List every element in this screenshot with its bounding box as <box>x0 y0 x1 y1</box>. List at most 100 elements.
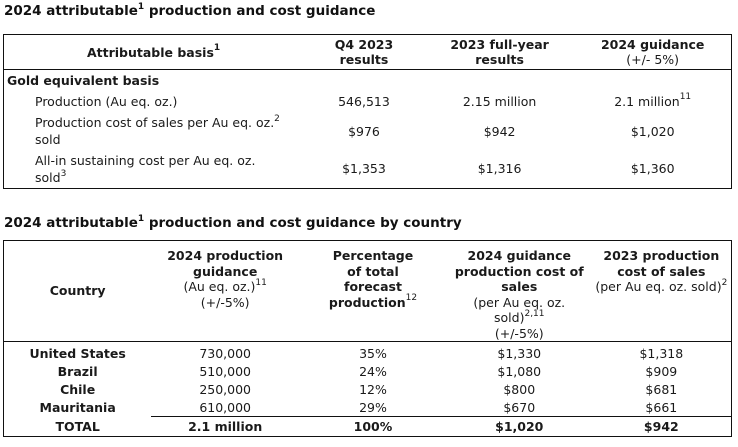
section-label: Gold equivalent basis <box>7 72 160 88</box>
label-text: Production cost of sales per Au eq. oz. <box>35 115 275 130</box>
country-guidance-title: 2024 attributable1 production and cost g… <box>4 213 462 231</box>
header-subtext: (+/-5%) <box>494 325 544 341</box>
label-text: All-in sustaining cost per Au eq. oz. <box>35 152 256 168</box>
header-attributable-basis: Attributable basis1 <box>3 34 304 70</box>
header-subtext: sold) <box>494 310 525 325</box>
cell-guidance-2024: $1,020 <box>630 123 675 139</box>
header-guidance-cost: 2024 guidance production cost of sales (… <box>446 240 592 342</box>
cell-q4-2023: $976 <box>348 123 380 139</box>
header-2023-full-year: 2023 full-year results <box>424 34 575 70</box>
header-text: production <box>328 294 406 310</box>
table-row: United States 730,000 35% $1,330 $1,318 <box>4 342 732 363</box>
production-guidance-title: 2024 attributable1 production and cost g… <box>4 1 376 19</box>
header-subtext: (+/-5%) <box>200 294 250 310</box>
header-subtext: (per Au eq. oz. sold) <box>595 279 722 294</box>
cell-country: Chile <box>60 381 96 397</box>
header-production-guidance: 2024 production guidance (Au eq. oz.)11 … <box>151 240 300 342</box>
cell-fy-2023: 2.15 million <box>462 93 537 109</box>
header-text: 2024 guidance <box>600 37 705 52</box>
cell-percentage: 24% <box>359 363 387 379</box>
row-label: Production (Au eq. oz.) <box>4 90 304 112</box>
header-text: 2023 production <box>603 248 720 263</box>
cell-cost-2023: $681 <box>645 381 678 397</box>
header-subtext: (per Au eq. oz. <box>473 294 566 310</box>
header-cost-2023: 2023 production cost of sales (per Au eq… <box>591 240 732 342</box>
header-text: Q4 2023 <box>334 37 394 52</box>
header-subtext: (Au eq. oz.) <box>183 279 256 294</box>
header-text: 2023 full-year <box>450 37 549 52</box>
title-text: 2024 attributable <box>4 215 138 231</box>
cell-q4-2023: 546,513 <box>338 93 390 109</box>
header-text: 2024 production <box>167 248 284 263</box>
label-text: sold <box>35 132 61 147</box>
header-text: Percentage <box>332 248 414 263</box>
value-text: 2.1 million <box>614 93 680 109</box>
cell-guidance-2024: 2.1 million11 <box>574 90 731 112</box>
footnote-ref: 2,11 <box>524 308 545 319</box>
header-q4-2023: Q4 2023 results <box>303 34 425 70</box>
label-text: Production (Au eq. oz.) <box>35 93 178 109</box>
footnote-ref: 1 <box>137 213 145 224</box>
cell-guidance-cost: $670 <box>503 399 536 415</box>
row-label: Production cost of sales per Au eq. oz.2… <box>4 112 304 150</box>
table-row: Production (Au eq. oz.) 546,513 2.15 mil… <box>4 90 732 112</box>
cell-total-label: TOTAL <box>55 418 100 434</box>
cell-cost-2023: $661 <box>645 399 678 415</box>
footnote-ref: 3 <box>60 168 67 179</box>
cell-cost-2023: $909 <box>645 363 678 379</box>
country-guidance-table: Country 2024 production guidance (Au eq.… <box>3 240 732 437</box>
header-text: guidance <box>193 263 258 279</box>
title-text-rest: production and cost guidance by country <box>144 215 462 231</box>
cell-percentage: 29% <box>359 399 387 415</box>
header-text: 2024 guidance <box>467 248 571 263</box>
footnote-ref: 1 <box>137 1 145 12</box>
table-row: All-in sustaining cost per Au eq. oz. sol… <box>4 150 732 188</box>
cell-total-production: 2.1 million <box>151 416 300 437</box>
footnote-ref: 11 <box>679 92 692 103</box>
table-header-row: Country 2024 production guidance (Au eq.… <box>3 240 732 342</box>
section-row: Gold equivalent basis <box>4 70 732 91</box>
title-text: 2024 attributable <box>4 3 138 19</box>
header-text: production cost of <box>454 263 584 279</box>
header-text: forecast <box>344 279 402 294</box>
cell-guidance-cost: $1,330 <box>497 345 542 361</box>
cell-country: Brazil <box>57 363 98 379</box>
footnote-ref: 11 <box>255 277 267 288</box>
header-2024-guidance: 2024 guidance (+/- 5%) <box>574 34 732 70</box>
header-text: results <box>475 52 524 67</box>
table-row: Brazil 510,000 24% $1,080 $909 <box>4 362 732 380</box>
total-row: TOTAL 2.1 million 100% $1,020 $942 <box>4 416 732 437</box>
cell-production: 510,000 <box>199 363 252 379</box>
footnote-ref: 1 <box>213 43 221 54</box>
header-text: sales <box>501 279 538 294</box>
table-header-row: Attributable basis1 Q4 2023 results 2023 … <box>3 34 732 70</box>
header-country: Country <box>3 240 152 342</box>
cell-fy-2023: $1,316 <box>477 161 522 177</box>
cell-q4-2023: $1,353 <box>342 161 386 177</box>
footnote-ref: 2 <box>274 113 280 124</box>
cell-percentage: 35% <box>359 345 387 361</box>
table-row: Mauritania 610,000 29% $670 $661 <box>4 398 732 417</box>
header-text: cost of sales <box>617 263 706 279</box>
production-guidance-table: Attributable basis1 Q4 2023 results 2023 … <box>3 34 732 189</box>
header-text: of total <box>347 263 399 279</box>
label-text: sold <box>35 169 61 185</box>
footnote-ref: 12 <box>405 293 418 304</box>
cell-country: Mauritania <box>39 399 116 415</box>
row-label: All-in sustaining cost per Au eq. oz. sol… <box>4 150 304 188</box>
cell-country: United States <box>29 345 126 361</box>
cell-guidance-cost: $800 <box>503 381 536 397</box>
footnote-ref: 2 <box>721 277 728 288</box>
header-subtext: (+/- 5%) <box>626 52 680 67</box>
header-text: results <box>339 52 389 67</box>
cell-guidance-2024: $1,360 <box>630 161 675 177</box>
table-row: Chile 250,000 12% $800 $681 <box>4 380 732 398</box>
cell-guidance-cost: $1,080 <box>497 363 542 379</box>
cell-percentage: 12% <box>359 381 387 397</box>
cell-total-guidance-cost: $1,020 <box>446 416 592 437</box>
cell-production: 610,000 <box>199 399 252 415</box>
header-percentage: Percentage of total forecast production1… <box>299 240 447 342</box>
cell-cost-2023: $1,318 <box>639 345 684 361</box>
title-text-rest: production and cost guidance <box>144 3 376 19</box>
header-text: Attributable basis <box>86 44 214 60</box>
